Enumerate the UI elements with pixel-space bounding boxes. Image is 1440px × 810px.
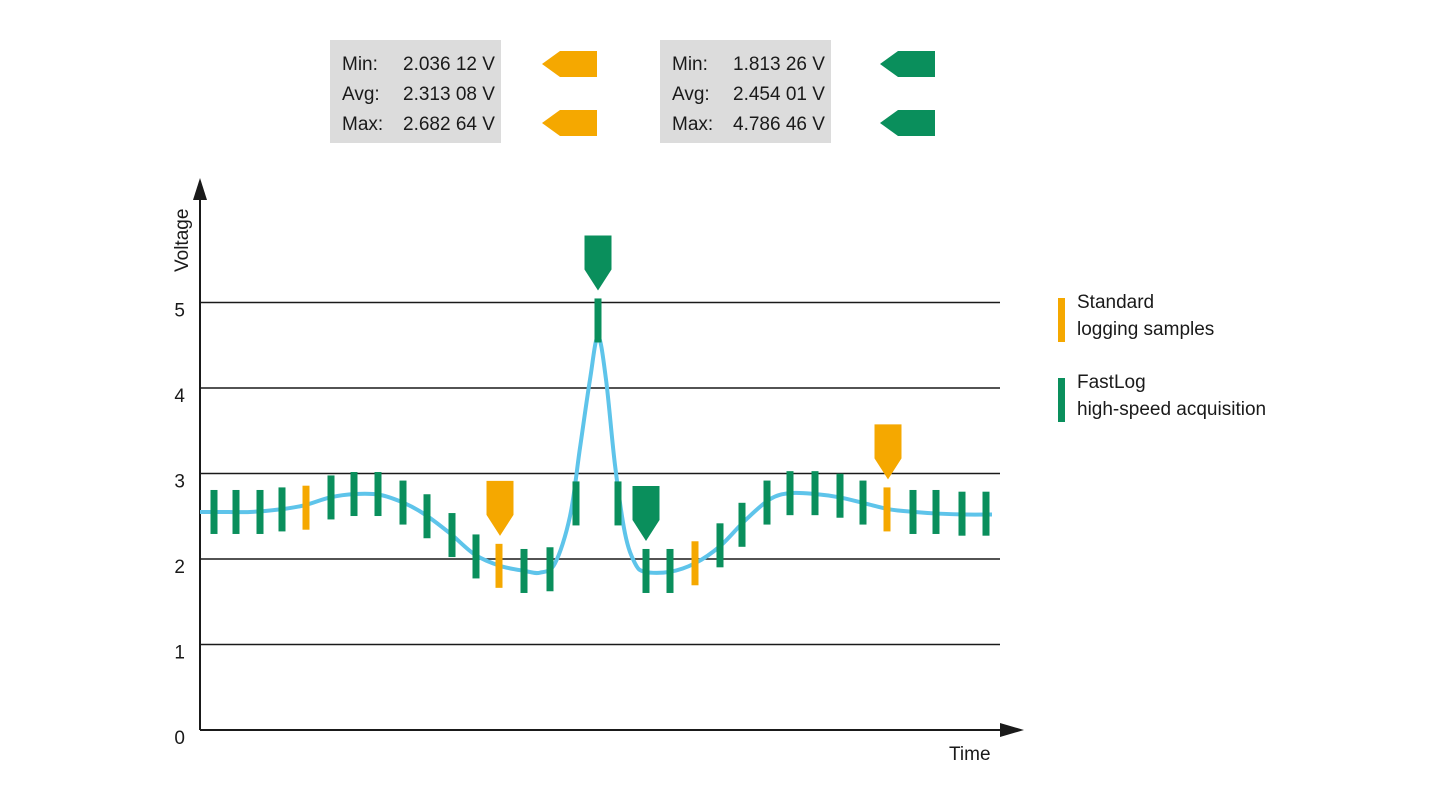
- stat-arrow-icons: [542, 51, 935, 136]
- standard-min-value: 2.036 12 V: [403, 54, 495, 75]
- legend-swatch-fastlog: [1058, 378, 1065, 422]
- fastlog-stat-arrow-icon: [880, 51, 935, 77]
- fastlog-max-value: 4.786 46 V: [733, 114, 825, 135]
- fastlog-stat-arrow-icon: [880, 110, 935, 136]
- extreme-markers: [486, 235, 902, 541]
- fastlog-extreme-marker-icon: [632, 485, 660, 541]
- y-tick-label: 3: [174, 472, 185, 493]
- fastlog-sample-tick: [642, 548, 650, 593]
- y-tick-label: 1: [174, 643, 185, 664]
- fastlog-sample-tick: [738, 502, 746, 547]
- grid-lines: [200, 301, 1000, 646]
- fastlog-sample-tick: [350, 472, 358, 517]
- fastlog-sample-tick: [327, 475, 335, 520]
- legend-line: FastLog: [1077, 372, 1146, 393]
- fastlog-sample-tick: [666, 548, 674, 593]
- fastlog-sample-tick: [572, 481, 580, 526]
- y-tick-label: 0: [174, 728, 185, 749]
- axes: [193, 178, 1024, 737]
- standard-stats-box: Min: 2.036 12 V Avg: 2.313 08 V Max: 2.6…: [330, 40, 501, 143]
- min-label: Min:: [342, 54, 378, 75]
- fastlog-sample-tick: [232, 489, 240, 534]
- fastlog-sample-tick: [594, 298, 602, 343]
- y-axis-label: Voltage: [172, 209, 193, 272]
- fastlog-stats-box: Min: 1.813 26 V Avg: 2.454 01 V Max: 4.7…: [660, 40, 831, 143]
- fastlog-sample-tick: [278, 487, 286, 532]
- legend-line: Standard: [1077, 292, 1155, 313]
- legend-swatch-standard: [1058, 298, 1065, 342]
- standard-avg-value: 2.313 08 V: [403, 84, 495, 105]
- fastlog-sample-tick: [982, 491, 990, 536]
- fastlog-sample-tick: [448, 513, 456, 558]
- fastlog-sample-tick: [472, 534, 480, 579]
- fastlog-sample-tick: [716, 523, 724, 568]
- max-label: Max:: [342, 114, 384, 135]
- standard-extreme-marker-icon: [486, 480, 514, 536]
- standard-max-value: 2.682 64 V: [403, 114, 495, 135]
- fastlog-sample-tick: [763, 480, 771, 525]
- avg-label: Avg:: [672, 84, 710, 105]
- avg-label: Avg:: [342, 84, 380, 105]
- fastlog-extreme-marker-icon: [584, 235, 612, 291]
- legend-label-fastlog: FastLog high-speed acquisition: [1077, 369, 1266, 423]
- standard-sample-tick: [302, 485, 310, 530]
- max-label: Max:: [672, 114, 714, 135]
- fastlog-sample-tick: [836, 473, 844, 518]
- fastlog-sample-tick: [399, 480, 407, 525]
- fastlog-sample-tick: [932, 489, 940, 534]
- voltage-curve: [199, 334, 993, 576]
- standard-extreme-marker-icon: [874, 424, 902, 480]
- legend-label-standard: Standard logging samples: [1077, 289, 1214, 343]
- y-tick-label: 5: [174, 301, 185, 322]
- y-axis-arrow-icon: [193, 178, 207, 200]
- standard-stat-arrow-icon: [542, 51, 597, 77]
- y-tick-label: 4: [174, 386, 185, 407]
- legend-line: high-speed acquisition: [1077, 399, 1267, 420]
- fastlog-sample-tick: [958, 491, 966, 536]
- x-axis-arrow-icon: [1000, 723, 1024, 737]
- standard-sample-tick: [883, 487, 891, 532]
- fastlog-sample-tick: [374, 472, 382, 517]
- y-tick-label: 2: [174, 557, 185, 578]
- y-tick-labels: 0 1 2 3 4 5: [174, 301, 185, 750]
- x-axis-label: Time: [949, 744, 991, 765]
- standard-stat-arrow-icon: [542, 110, 597, 136]
- fastlog-sample-tick: [256, 489, 264, 534]
- fastlog-min-value: 1.813 26 V: [733, 54, 825, 75]
- sample-ticks: [210, 298, 990, 593]
- standard-sample-tick: [691, 541, 699, 586]
- min-label: Min:: [672, 54, 708, 75]
- legend-line: logging samples: [1077, 319, 1215, 340]
- fastlog-sample-tick: [210, 489, 218, 534]
- fastlog-sample-tick: [859, 480, 867, 525]
- fastlog-avg-value: 2.454 01 V: [733, 84, 825, 105]
- standard-sample-tick: [495, 543, 503, 588]
- fastlog-sample-tick: [909, 489, 917, 534]
- fastlog-sample-tick: [811, 471, 819, 516]
- fastlog-sample-tick: [786, 471, 794, 516]
- fastlog-sample-tick: [520, 548, 528, 593]
- fastlog-sample-tick: [423, 494, 431, 539]
- fastlog-sample-tick: [546, 547, 554, 592]
- fastlog-sample-tick: [614, 481, 622, 526]
